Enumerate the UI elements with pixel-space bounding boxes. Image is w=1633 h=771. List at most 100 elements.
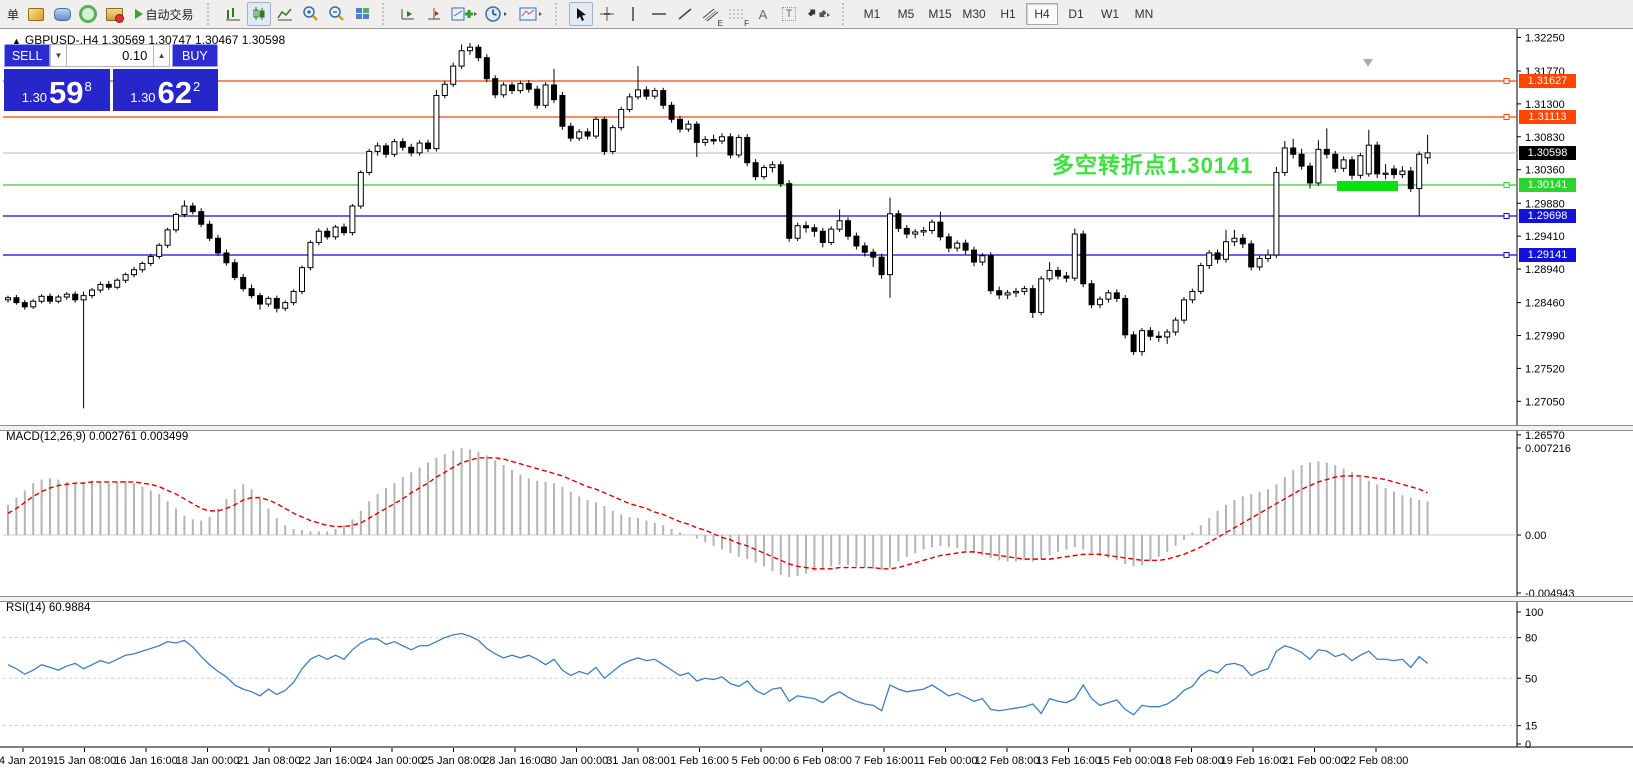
timeframe-m30[interactable]: M30 xyxy=(962,7,986,21)
chart-shift-icon[interactable] xyxy=(422,2,446,26)
svg-text:19 Feb 16:00: 19 Feb 16:00 xyxy=(1221,755,1286,767)
timeframe-m5[interactable]: M5 xyxy=(897,7,915,21)
timeframe-group: M1 M5 M15 M30 H1 H4 D1 W1 MN xyxy=(852,1,1164,27)
svg-text:1.29880: 1.29880 xyxy=(1525,198,1565,210)
pane-splitter[interactable] xyxy=(0,425,1633,431)
svg-text:7 Feb 16:00: 7 Feb 16:00 xyxy=(855,755,914,767)
svg-text:6 Feb 08:00: 6 Feb 08:00 xyxy=(793,755,852,767)
svg-text:22 Jan 16:00: 22 Jan 16:00 xyxy=(299,755,363,767)
buy-price-display[interactable]: 1.30 62 2 xyxy=(112,69,218,111)
volume-up-button[interactable]: ▲ xyxy=(153,44,170,67)
new-order-icon[interactable] xyxy=(24,2,48,26)
price-tag: 1.31627 xyxy=(1519,74,1576,88)
bar-chart-icon[interactable] xyxy=(221,2,245,26)
timeframe-h4[interactable]: H4 xyxy=(1026,3,1059,25)
price-tag: 1.29141 xyxy=(1519,247,1576,262)
svg-text:100: 100 xyxy=(1525,607,1543,619)
sell-price-display[interactable]: 1.30 59 8 xyxy=(4,69,110,111)
shift-marker xyxy=(1363,59,1373,67)
timeframe-m1[interactable]: M1 xyxy=(863,7,881,21)
period-clock-icon[interactable] xyxy=(482,2,514,26)
buy-button[interactable]: BUY xyxy=(171,44,219,67)
vertical-line-icon[interactable] xyxy=(621,2,645,26)
highlight-box xyxy=(1337,180,1398,191)
svg-text:24 Jan 00:00: 24 Jan 00:00 xyxy=(360,755,424,767)
chart-title: ▲ GBPUSD-,H4 1.30569 1.30747 1.30467 1.30… xyxy=(12,33,286,47)
svg-text:11 Feb 00:00: 11 Feb 00:00 xyxy=(913,755,977,767)
volume-input[interactable]: 0.10 xyxy=(66,44,154,67)
zoom-out-icon[interactable] xyxy=(325,2,349,26)
price-chart-canvas[interactable]: 1.322501.317701.313001.308301.303601.298… xyxy=(0,28,1633,771)
svg-text:15: 15 xyxy=(1525,721,1537,733)
arrows-icon[interactable] xyxy=(803,2,835,26)
svg-text:16 Jan 16:00: 16 Jan 16:00 xyxy=(114,755,178,767)
svg-text:18 Feb 08:00: 18 Feb 08:00 xyxy=(1159,755,1224,767)
sell-button[interactable]: SELL xyxy=(4,44,51,67)
signals-icon[interactable] xyxy=(76,2,100,26)
zoom-in-icon[interactable] xyxy=(299,2,323,26)
symbol-up-icon: ▲ xyxy=(12,36,21,46)
crosshair-icon[interactable] xyxy=(595,2,619,26)
cursor-icon[interactable] xyxy=(569,2,594,26)
svg-text:21 Feb 00:00: 21 Feb 00:00 xyxy=(1282,755,1347,767)
svg-text:15 Feb 00:00: 15 Feb 00:00 xyxy=(1098,755,1163,767)
svg-text:1 Feb 16:00: 1 Feb 16:00 xyxy=(670,755,729,767)
timeframe-mn[interactable]: MN xyxy=(1134,7,1154,21)
svg-text:1.31300: 1.31300 xyxy=(1525,99,1565,111)
timeframe-h1[interactable]: H1 xyxy=(1000,7,1016,21)
autotrade-button[interactable]: 自动交易 xyxy=(128,2,200,26)
svg-text:22 Feb 08:00: 22 Feb 08:00 xyxy=(1344,755,1409,767)
svg-text:0.00: 0.00 xyxy=(1525,530,1546,542)
svg-text:50: 50 xyxy=(1525,673,1537,685)
svg-text:0: 0 xyxy=(1525,739,1531,751)
line-chart-icon[interactable] xyxy=(273,2,297,26)
fibonacci-icon[interactable]: F xyxy=(725,2,749,28)
svg-text:1.28940: 1.28940 xyxy=(1525,264,1565,276)
toolbar-separator xyxy=(207,3,214,25)
price-tag: 1.30141 xyxy=(1519,177,1576,192)
macd-signal-line xyxy=(7,457,1428,570)
text-icon[interactable]: A xyxy=(758,6,768,22)
svg-text:1.30360: 1.30360 xyxy=(1525,165,1565,177)
timeframe-m15[interactable]: M15 xyxy=(928,7,952,21)
price-tag: 1.31113 xyxy=(1519,109,1576,124)
svg-text:1.30830: 1.30830 xyxy=(1525,132,1565,144)
metaeditor-icon[interactable] xyxy=(50,2,74,26)
svg-text:14 Jan 2019: 14 Jan 2019 xyxy=(0,755,53,767)
trendline-icon[interactable] xyxy=(673,2,697,26)
rsi-label: RSI(14) 60.9884 xyxy=(6,602,91,614)
svg-text:1.32250: 1.32250 xyxy=(1525,32,1565,44)
autotrade-play-icon xyxy=(134,9,143,19)
svg-text:0.007216: 0.007216 xyxy=(1525,443,1571,455)
svg-text:80: 80 xyxy=(1525,633,1537,645)
price-tag: 1.29698 xyxy=(1519,208,1576,223)
add-indicator-icon[interactable] xyxy=(448,2,480,26)
timeframe-d1[interactable]: D1 xyxy=(1068,7,1084,21)
tile-windows-icon[interactable] xyxy=(351,2,375,26)
auto-scroll-icon[interactable] xyxy=(396,2,420,26)
svg-text:1.27990: 1.27990 xyxy=(1525,331,1565,343)
text-label-icon[interactable]: T xyxy=(777,2,801,26)
pane-splitter[interactable] xyxy=(0,596,1633,602)
toolbar-separator xyxy=(555,3,562,25)
toolbar-separator xyxy=(382,3,389,25)
svg-text:21 Jan 08:00: 21 Jan 08:00 xyxy=(237,755,301,767)
volume-down-button[interactable]: ▼ xyxy=(50,44,67,67)
turning-point-annotation: 多空转折点1.30141 xyxy=(1052,153,1254,178)
macd-label: MACD(12,26,9) 0.002761 0.003499 xyxy=(6,431,189,443)
new-order-label[interactable]: 单 xyxy=(7,7,20,22)
svg-text:12 Feb 08:00: 12 Feb 08:00 xyxy=(975,755,1040,767)
price-axis: 1.322501.317701.313001.308301.303601.298… xyxy=(1517,32,1565,442)
autotrade-label: 自动交易 xyxy=(145,7,194,22)
chart-template-icon[interactable] xyxy=(516,2,548,26)
horizontal-line-icon[interactable] xyxy=(647,2,671,26)
svg-text:15 Jan 08:00: 15 Jan 08:00 xyxy=(53,755,117,767)
market-icon[interactable] xyxy=(102,2,126,26)
timeframe-w1[interactable]: W1 xyxy=(1101,7,1120,21)
candlestick-chart-icon[interactable] xyxy=(247,2,272,26)
chart-window xyxy=(0,28,1633,771)
svg-text:30 Jan 00:00: 30 Jan 00:00 xyxy=(545,755,609,767)
equidistant-channel-icon[interactable]: E xyxy=(699,2,723,28)
